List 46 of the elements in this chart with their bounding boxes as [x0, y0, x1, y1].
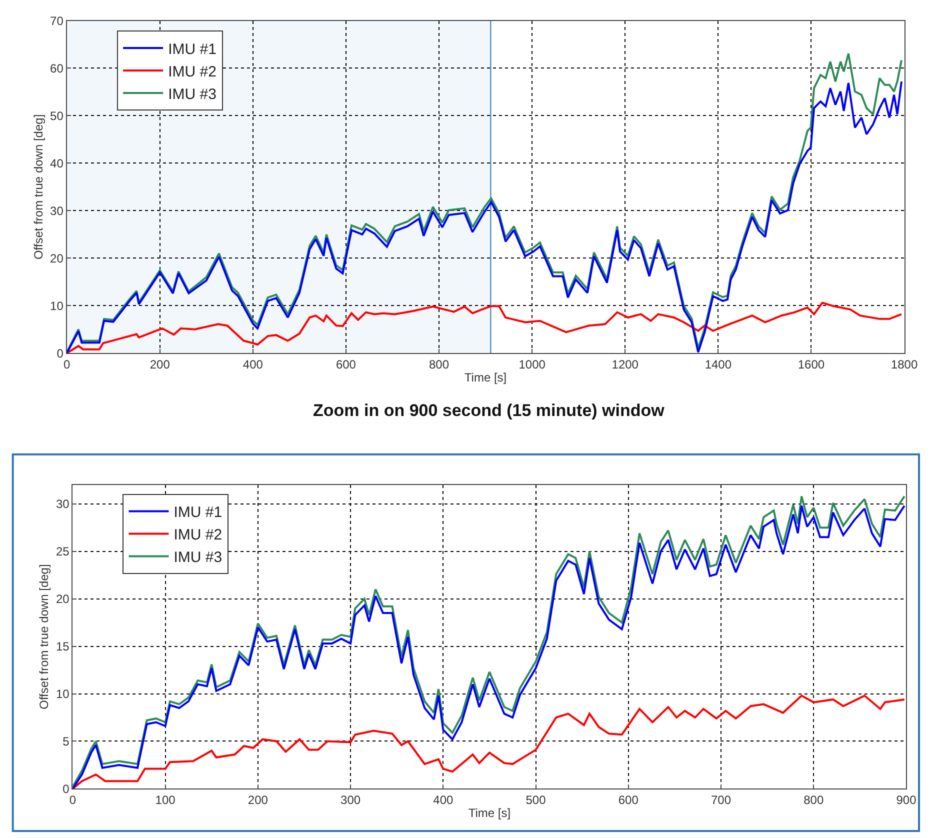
y-tick-label: 25: [56, 544, 70, 559]
x-tick-label: 1800: [890, 358, 918, 372]
y-axis-title: Offset from true down [deg]: [37, 564, 52, 710]
y-tick-label: 30: [56, 497, 70, 512]
x-tick-label: 600: [618, 793, 639, 808]
x-tick-label: 1600: [798, 358, 825, 372]
x-tick-label: 400: [433, 793, 454, 808]
x-tick-label: 1400: [704, 358, 732, 372]
legend-label: IMU #2: [168, 63, 216, 80]
legend-label: IMU #2: [174, 526, 222, 544]
x-tick-label: 900: [896, 793, 917, 808]
x-tick-label: 1200: [612, 358, 639, 372]
legend-label: IMU #1: [174, 504, 222, 522]
chart-title: Zoom in on 900 second (15 minute) window: [313, 401, 666, 420]
y-tick-label: 5: [62, 734, 70, 748]
x-axis-title: Time [s]: [468, 806, 511, 820]
y-tick-label: 30: [50, 204, 64, 218]
x-tick-label: 600: [336, 358, 356, 372]
y-tick-label: 15: [56, 639, 70, 654]
x-tick-label: 1000: [518, 358, 546, 372]
x-tick-label: 200: [150, 358, 170, 372]
y-tick-label: 10: [50, 298, 64, 313]
x-tick-label: 100: [155, 793, 176, 808]
y-tick-label: 0: [62, 782, 70, 796]
y-tick-label: 0: [56, 346, 64, 360]
y-tick-label: 40: [50, 156, 64, 170]
x-tick-label: 800: [804, 793, 824, 808]
x-tick-label: 500: [526, 793, 546, 808]
x-tick-label: 300: [340, 793, 361, 808]
x-tick-label: 700: [710, 793, 732, 808]
x-axis-title: Time [s]: [464, 370, 507, 384]
x-tick-label: 800: [429, 358, 450, 372]
y-tick-label: 20: [50, 251, 64, 266]
y-tick-label: 70: [50, 14, 64, 28]
line-series: [66, 302, 902, 354]
x-tick-label: 200: [248, 793, 268, 808]
legend-label: IMU #1: [168, 40, 216, 58]
line-series: [72, 694, 906, 789]
y-tick-label: 60: [50, 61, 64, 76]
x-tick-label: 400: [242, 358, 264, 372]
legend-label: IMU #3: [168, 86, 216, 103]
y-axis-title: Offset from true down [deg]: [31, 114, 46, 260]
legend-label: IMU #3: [174, 549, 222, 566]
y-tick-label: 20: [56, 592, 70, 606]
y-tick-label: 10: [56, 686, 70, 701]
y-tick-label: 50: [50, 108, 64, 123]
